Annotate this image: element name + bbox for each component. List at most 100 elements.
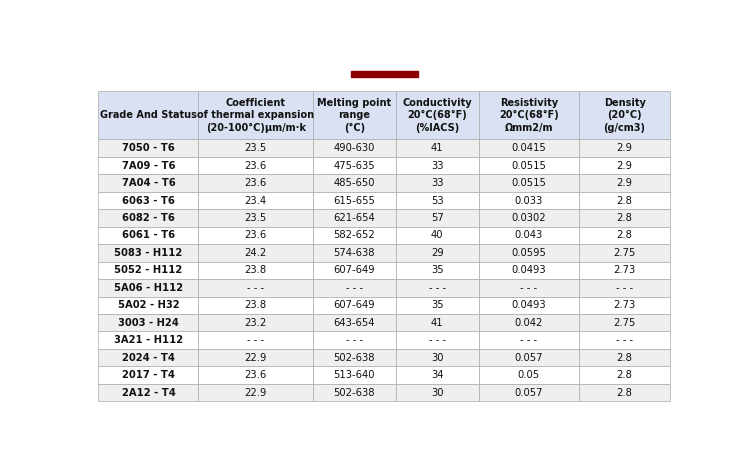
Text: 23.8: 23.8 (244, 265, 267, 275)
Bar (98, 91, 199, 139)
Text: 0.043: 0.043 (514, 231, 543, 241)
Text: 5083 - H112: 5083 - H112 (114, 248, 182, 258)
Bar (396, 157, 478, 174)
Text: Coefficient
of thermal expansion
(20-100°C)μm/m·k: Coefficient of thermal expansion (20-100… (197, 98, 314, 133)
Bar (579, 366, 670, 384)
Text: 23.5: 23.5 (244, 213, 267, 223)
Text: 23.6: 23.6 (244, 178, 267, 188)
Bar (313, 192, 396, 209)
Bar (199, 139, 313, 157)
Bar (98, 227, 199, 244)
Bar (313, 209, 396, 227)
Bar (478, 331, 579, 349)
Text: 2.8: 2.8 (616, 196, 632, 206)
Text: 23.8: 23.8 (244, 300, 267, 310)
Bar (396, 262, 478, 279)
Text: - - -: - - - (247, 283, 264, 293)
Bar (579, 262, 670, 279)
Text: Melting point
range
(°C): Melting point range (°C) (317, 98, 392, 133)
Bar (579, 209, 670, 227)
Text: 0.0493: 0.0493 (512, 265, 546, 275)
Text: 34: 34 (431, 370, 443, 380)
Text: 2.8: 2.8 (616, 388, 632, 398)
Text: 5052 - H112: 5052 - H112 (114, 265, 182, 275)
Text: 0.0302: 0.0302 (512, 213, 546, 223)
Bar (579, 157, 670, 174)
Bar (98, 244, 199, 262)
Text: 2.8: 2.8 (616, 231, 632, 241)
Text: 574-638: 574-638 (334, 248, 375, 258)
Text: 22.9: 22.9 (244, 353, 267, 363)
Text: 2.75: 2.75 (614, 248, 636, 258)
Text: 2.75: 2.75 (614, 318, 636, 328)
Text: 23.5: 23.5 (244, 143, 267, 153)
Bar (98, 296, 199, 314)
Bar (478, 296, 579, 314)
Bar (313, 366, 396, 384)
Text: 41: 41 (431, 143, 443, 153)
Bar (98, 366, 199, 384)
Text: 29: 29 (431, 248, 444, 258)
Text: 0.0415: 0.0415 (512, 143, 546, 153)
Text: 0.0515: 0.0515 (512, 161, 546, 171)
Text: 33: 33 (431, 178, 443, 188)
Text: 30: 30 (431, 388, 443, 398)
Bar (396, 384, 478, 401)
Bar (98, 314, 199, 331)
Text: Density
(20°C)
(g/cm3): Density (20°C) (g/cm3) (604, 98, 646, 133)
Bar (313, 227, 396, 244)
Text: 0.0515: 0.0515 (512, 178, 546, 188)
Text: 5A06 - H112: 5A06 - H112 (114, 283, 183, 293)
Bar (478, 279, 579, 296)
Text: Grade And Status: Grade And Status (100, 110, 197, 120)
Bar (396, 174, 478, 192)
Bar (199, 331, 313, 349)
Bar (98, 349, 199, 366)
Text: 2017 - T4: 2017 - T4 (122, 370, 175, 380)
Text: 23.6: 23.6 (244, 370, 267, 380)
Bar (199, 262, 313, 279)
Text: 607-649: 607-649 (334, 265, 375, 275)
Bar (313, 139, 396, 157)
Bar (579, 244, 670, 262)
Text: - - -: - - - (616, 283, 633, 293)
Text: Conductivity
20°C(68°F)
(%IACS): Conductivity 20°C(68°F) (%IACS) (403, 98, 472, 133)
Text: 2024 - T4: 2024 - T4 (122, 353, 175, 363)
Bar (478, 262, 579, 279)
Bar (478, 192, 579, 209)
Bar (396, 139, 478, 157)
Bar (478, 139, 579, 157)
Text: 0.05: 0.05 (518, 370, 540, 380)
Text: 6061 - T6: 6061 - T6 (122, 231, 175, 241)
Text: 643-654: 643-654 (334, 318, 375, 328)
Text: 582-652: 582-652 (334, 231, 375, 241)
Text: 5A02 - H32: 5A02 - H32 (118, 300, 179, 310)
Text: 2.8: 2.8 (616, 370, 632, 380)
Text: 7A09 - T6: 7A09 - T6 (122, 161, 176, 171)
Bar (199, 384, 313, 401)
Text: - - -: - - - (616, 335, 633, 345)
Text: 33: 33 (431, 161, 443, 171)
Bar (396, 331, 478, 349)
Bar (313, 349, 396, 366)
Bar (579, 227, 670, 244)
Text: 0.057: 0.057 (514, 353, 543, 363)
Text: 0.033: 0.033 (514, 196, 543, 206)
Text: 57: 57 (431, 213, 444, 223)
Bar (579, 139, 670, 157)
Text: 6082 - T6: 6082 - T6 (122, 213, 175, 223)
Bar (579, 314, 670, 331)
Text: 2.8: 2.8 (616, 213, 632, 223)
Bar (98, 331, 199, 349)
Text: 41: 41 (431, 318, 443, 328)
Bar (478, 91, 579, 139)
Text: - - -: - - - (429, 335, 445, 345)
Bar (199, 314, 313, 331)
Text: 513-640: 513-640 (334, 370, 375, 380)
Bar (98, 192, 199, 209)
Bar (199, 279, 313, 296)
Text: 0.042: 0.042 (514, 318, 543, 328)
Bar (98, 262, 199, 279)
Text: 53: 53 (431, 196, 443, 206)
Text: 2.9: 2.9 (616, 161, 632, 171)
